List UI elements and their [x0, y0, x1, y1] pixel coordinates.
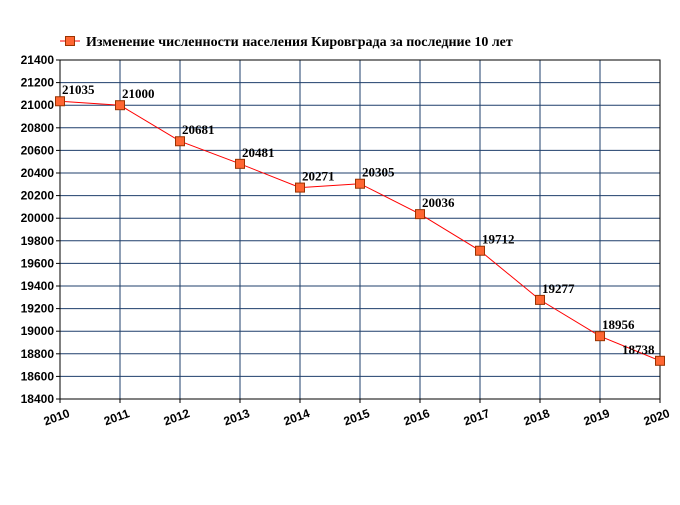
y-tick-label: 18800: [21, 347, 55, 361]
y-tick-label: 19800: [21, 234, 55, 248]
x-tick-label: 2019: [582, 406, 612, 428]
data-label: 20271: [302, 169, 335, 184]
data-label: 18738: [622, 342, 655, 357]
y-tick-label: 20000: [21, 211, 55, 225]
y-tick-label: 19200: [21, 302, 55, 316]
data-point: [475, 245, 485, 256]
data-point: [295, 182, 305, 193]
data-label: 20305: [362, 165, 395, 180]
data-label: 19277: [542, 281, 575, 296]
series: [55, 96, 665, 366]
x-tick-label: 2018: [522, 406, 552, 428]
data-label: 21035: [62, 82, 95, 97]
x-tick-label: 2020: [642, 406, 672, 428]
y-tick-label: 19000: [21, 324, 55, 338]
data-label: 20036: [422, 195, 455, 210]
x-tick-label: 2012: [162, 406, 192, 428]
x-tick-label: 2011: [102, 406, 132, 428]
y-tick-label: 21400: [21, 53, 55, 67]
axes: [56, 59, 661, 403]
data-point: [175, 136, 185, 147]
data-point: [115, 100, 125, 111]
legend: Изменение численности населения Кировгра…: [60, 35, 513, 50]
y-tick-label: 21200: [21, 76, 55, 90]
data-point: [415, 209, 425, 220]
data-point: [595, 331, 605, 342]
x-tick-label: 2014: [282, 406, 312, 428]
x-tick-label: 2017: [462, 406, 492, 428]
y-tick-label: 20600: [21, 143, 55, 157]
x-tick-label: 2015: [342, 406, 372, 428]
data-point: [235, 158, 245, 169]
data-labels: 21035 21000 20681 20481 20271 20305 20036 19712…: [62, 82, 655, 357]
y-tick-label: 18400: [21, 392, 55, 406]
data-label: 20481: [242, 145, 275, 160]
x-tick-label: 2013: [222, 406, 252, 428]
legend-entry: Изменение численности населения Кировгра…: [86, 35, 513, 50]
plot-frame: [59, 59, 661, 400]
data-point: [355, 178, 365, 189]
x-tick-labels: 2010 2011 2012 2013 2014 2015 2016 2017 2018 2019…: [42, 406, 672, 428]
data-point: [655, 355, 665, 366]
data-label: 19712: [482, 232, 515, 247]
data-label: 20681: [182, 122, 215, 137]
x-tick-label: 2016: [402, 406, 432, 428]
y-tick-label: 19600: [21, 256, 55, 270]
legend-marker: [65, 36, 75, 46]
y-tick-label: 21000: [21, 98, 55, 112]
data-label: 21000: [122, 86, 155, 101]
y-tick-label: 20800: [21, 121, 55, 135]
grid: [60, 59, 661, 399]
y-tick-label: 20200: [21, 189, 55, 203]
data-point: [535, 294, 545, 305]
y-tick-label: 18600: [21, 369, 55, 383]
data-point: [55, 96, 65, 107]
data-label: 18956: [602, 317, 635, 332]
x-tick-label: 2010: [42, 406, 72, 428]
y-tick-labels: 21400 21200 21000 20800 20600 20400 20200 20000…: [21, 53, 55, 406]
y-tick-label: 20400: [21, 166, 55, 180]
y-tick-label: 19400: [21, 279, 55, 293]
